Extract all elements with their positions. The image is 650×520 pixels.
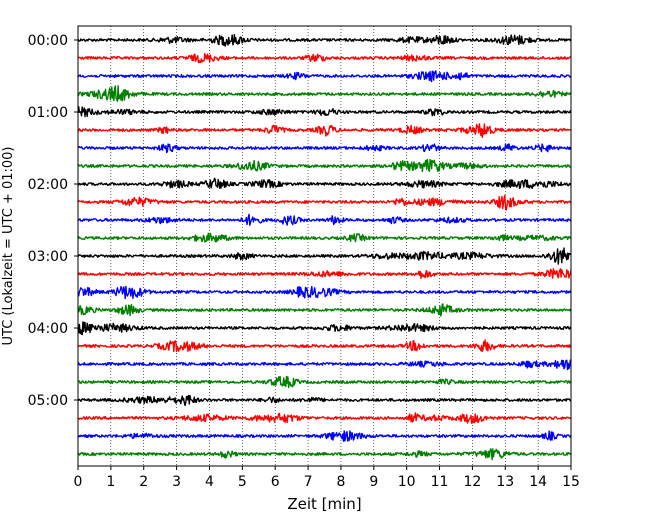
seismic-traces bbox=[77, 34, 572, 461]
x-tick-label: 8 bbox=[336, 474, 345, 490]
y-tick-label: 03:00 bbox=[28, 249, 68, 265]
x-axis-ticks: 0 1 2 3 4 5 6 7 8 9 10 11 12 13 14 15 bbox=[74, 466, 580, 490]
x-tick-label: 2 bbox=[139, 474, 148, 490]
trace-line bbox=[77, 194, 572, 211]
trace-line bbox=[77, 213, 572, 226]
x-tick-label: 1 bbox=[106, 474, 115, 490]
x-tick-label: 0 bbox=[74, 474, 83, 490]
y-axis-label: UTC (Lokalzeit = UTC + 01:00) bbox=[1, 147, 16, 346]
plot-frame bbox=[77, 25, 572, 467]
x-tick-label: 6 bbox=[271, 474, 280, 490]
y-tick-label: 05:00 bbox=[28, 393, 68, 409]
trace-line bbox=[77, 177, 572, 189]
x-tick-label: 5 bbox=[238, 474, 247, 490]
trace-line bbox=[77, 232, 572, 243]
trace-line bbox=[77, 430, 572, 442]
trace-line bbox=[77, 158, 571, 173]
trace-line bbox=[77, 70, 572, 83]
trace-line bbox=[77, 85, 571, 102]
trace-line bbox=[77, 321, 572, 336]
trace-line bbox=[77, 412, 571, 424]
trace-line bbox=[77, 106, 572, 118]
y-tick-label: 02:00 bbox=[28, 177, 68, 193]
x-tick-label: 11 bbox=[431, 474, 449, 490]
trace-line bbox=[77, 268, 572, 280]
x-tick-label: 14 bbox=[529, 474, 547, 490]
trace-line bbox=[77, 359, 572, 371]
x-tick-label: 12 bbox=[463, 474, 481, 490]
trace-line bbox=[77, 53, 572, 64]
y-tick-label: 04:00 bbox=[28, 321, 68, 337]
trace-line bbox=[77, 123, 572, 138]
trace-line bbox=[77, 34, 572, 47]
trace-line bbox=[77, 247, 572, 265]
y-tick-label: 01:00 bbox=[28, 105, 68, 121]
x-tick-label: 4 bbox=[205, 474, 214, 490]
x-tick-label: 9 bbox=[369, 474, 378, 490]
trace-line bbox=[77, 143, 572, 154]
grid-lines bbox=[110, 26, 539, 466]
trace-line bbox=[77, 285, 572, 300]
x-tick-label: 15 bbox=[562, 474, 580, 490]
trace-line bbox=[77, 394, 572, 407]
x-tick-label: 10 bbox=[398, 474, 416, 490]
trace-line bbox=[77, 339, 572, 353]
x-tick-label: 3 bbox=[172, 474, 181, 490]
trace-line bbox=[77, 375, 572, 389]
y-tick-label: 00:00 bbox=[28, 33, 68, 49]
x-tick-label: 7 bbox=[304, 474, 313, 490]
x-tick-label: 13 bbox=[496, 474, 514, 490]
trace-line bbox=[77, 303, 572, 317]
y-axis-ticks: 00:00 01:00 02:00 03:00 04:00 05:00 bbox=[28, 33, 78, 409]
x-axis-label: Zeit [min] bbox=[287, 495, 361, 513]
trace-line bbox=[77, 448, 572, 461]
